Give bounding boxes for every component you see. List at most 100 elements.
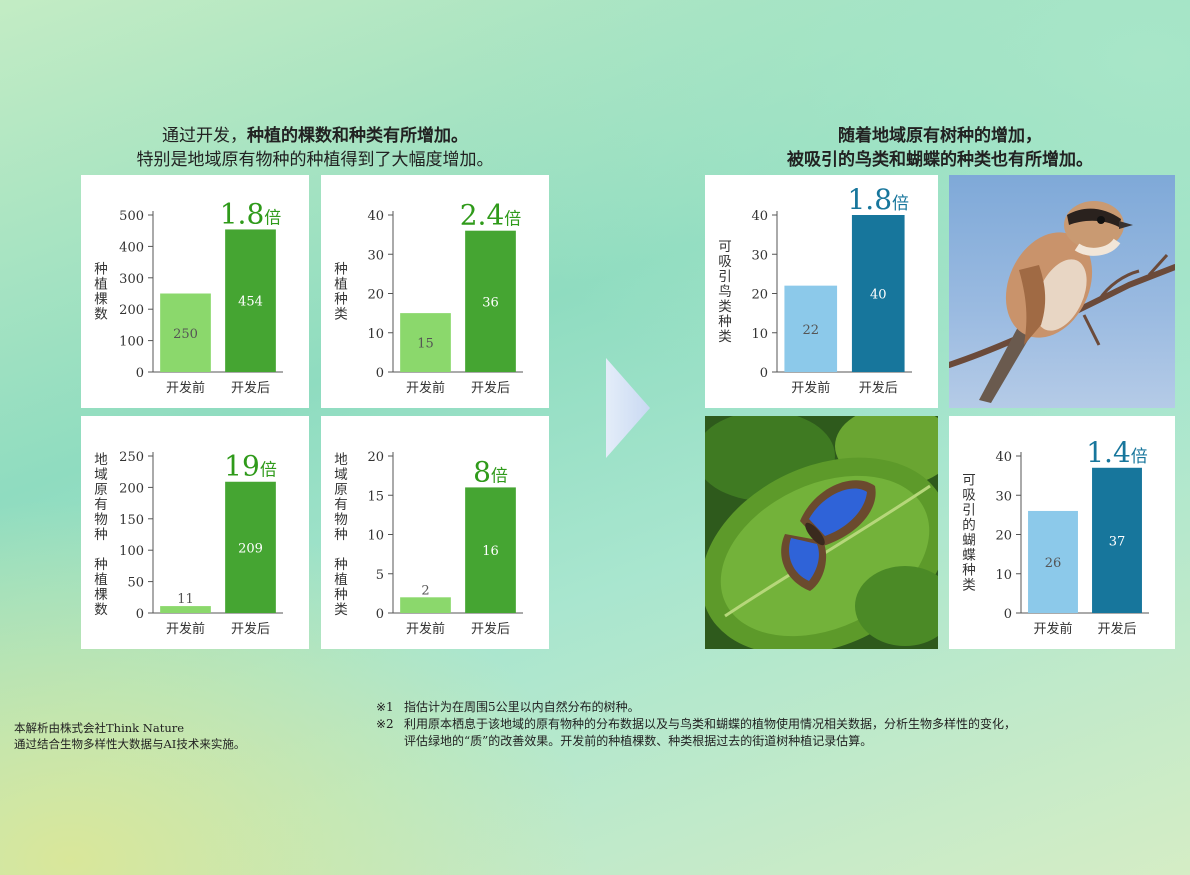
multiplier-label: 8倍 — [473, 455, 508, 488]
y-tick-label: 10 — [367, 529, 384, 544]
bar-value-label: 40 — [870, 288, 887, 303]
bar-before — [400, 597, 451, 613]
bar-after — [465, 230, 516, 372]
credit-text: 本解析由株式会社Think Nature 通过结合生物多样性大数据与AI技术来实… — [14, 720, 245, 752]
chart-planting-species: 0 10 20 30 40 种植种类 15 开发前 36 开发后 2.4倍 — [334, 199, 523, 396]
y-tick-label: 0 — [376, 607, 384, 622]
y-tick-label: 0 — [376, 366, 384, 381]
chart-panel-birds: 0 10 20 30 40 可吸引鸟类种类 22 开发前 40 开发后 1.8倍 — [705, 175, 938, 408]
y-axis-label: 地域原有物种 种植种类 — [334, 452, 348, 618]
left-heading-prefix: 通过开发， — [162, 126, 247, 146]
y-tick-label: 0 — [136, 607, 144, 622]
note-2: ※2 利用原本栖息于该地域的原有物种的分布数据以及与鸟类和蝴蝶的植物使用情况相关… — [376, 716, 1166, 750]
x-tick-label: 开发后 — [471, 621, 510, 637]
y-tick-label: 40 — [751, 209, 768, 224]
bar-before — [160, 293, 211, 372]
chart-panel-butterflies: 0 10 20 30 40 可吸引的蝴蝶种类 26 开发前 37 开发后 1.4倍 — [949, 416, 1175, 649]
x-tick-label: 开发前 — [1033, 621, 1072, 637]
y-tick-label: 20 — [995, 529, 1012, 544]
multiplier-label: 19倍 — [224, 450, 277, 483]
y-tick-label: 10 — [367, 327, 384, 342]
x-tick-label: 开发前 — [791, 380, 830, 396]
credit-line-2: 通过结合生物多样性大数据与AI技术来实施。 — [14, 737, 246, 751]
y-tick-label: 30 — [751, 248, 768, 263]
bar-after — [225, 229, 276, 372]
y-tick-label: 30 — [995, 489, 1012, 504]
bar-value-label: 11 — [177, 592, 194, 607]
bar-before — [784, 285, 838, 372]
arrow-right-icon — [606, 358, 650, 458]
shrike-illustration — [949, 201, 1175, 403]
x-tick-label: 开发后 — [1097, 621, 1136, 637]
y-axis-label: 地域原有物种 种植棵数 — [94, 452, 108, 618]
bar-value-label: 22 — [802, 323, 819, 338]
x-tick-label: 开发前 — [406, 621, 445, 637]
bar-value-label: 15 — [417, 337, 434, 352]
note-1: ※1 指估计为在周围5公里以内自然分布的树种。 — [376, 699, 1166, 716]
right-heading: 随着地域原有树种的增加， 被吸引的鸟类和蝴蝶的种类也有所增加。 — [705, 124, 1175, 172]
chart-native-count: 0 50 100 150 200 250 地域原有物种 种植棵数 11 开发前 209 开发后 19倍 — [94, 450, 283, 637]
bar-value-label: 250 — [173, 327, 198, 342]
bar-after — [851, 215, 905, 372]
y-tick-label: 20 — [751, 288, 768, 303]
y-tick-label: 20 — [367, 450, 384, 465]
x-tick-label: 开发前 — [406, 380, 445, 396]
y-axis-label: 种植棵数 — [94, 262, 108, 323]
note-1-mark: ※1 — [376, 700, 394, 714]
chart-panel-planting-species: 0 10 20 30 40 种植种类 15 开发前 36 开发后 2.4倍 — [321, 175, 549, 408]
butterfly-photo — [705, 416, 938, 649]
bar-value-label: 37 — [1109, 534, 1126, 549]
left-heading: 通过开发，种植的棵数和种类有所增加。 特别是地域原有物种的种植得到了大幅度增加。 — [80, 124, 550, 172]
chart-panel-native-species: 0 5 10 15 20 地域原有物种 种植种类 2 开发前 16 开发后 8倍 — [321, 416, 549, 649]
right-heading-line1: 随着地域原有树种的增加， — [838, 126, 1042, 146]
x-tick-label: 开发后 — [231, 621, 270, 637]
y-tick-label: 200 — [119, 481, 144, 496]
credit-line-1: 本解析由株式会社Think Nature — [14, 721, 185, 735]
y-tick-label: 0 — [136, 366, 144, 381]
notes: ※1 指估计为在周围5公里以内自然分布的树种。 ※2 利用原本栖息于该地域的原有… — [376, 699, 1166, 750]
bar-value-label: 2 — [421, 583, 429, 598]
bar-after — [225, 481, 276, 613]
left-heading-line2: 特别是地域原有物种的种植得到了大幅度增加。 — [136, 150, 494, 170]
y-tick-label: 0 — [1004, 607, 1012, 622]
y-tick-label: 5 — [376, 568, 384, 583]
y-tick-label: 40 — [995, 450, 1012, 465]
bar-before — [400, 313, 451, 372]
multiplier-label: 2.4倍 — [460, 199, 522, 232]
right-heading-line2: 被吸引的鸟类和蝴蝶的种类也有所增加。 — [787, 150, 1093, 170]
y-tick-label: 30 — [367, 248, 384, 263]
chart-birds: 0 10 20 30 40 可吸引鸟类种类 22 开发前 40 开发后 1.8倍 — [718, 183, 912, 396]
chart-planting-count: 0 100 200 300 400 500 种植棵数 250 开发前 454 开发后 1.8倍 — [94, 197, 283, 396]
y-axis-label: 种植种类 — [334, 262, 348, 323]
left-heading-bold: 种植的棵数和种类有所增加。 — [247, 126, 468, 146]
bar-before — [160, 606, 211, 613]
x-tick-label: 开发前 — [166, 380, 205, 396]
y-tick-label: 40 — [367, 209, 384, 224]
bar-before — [1028, 510, 1078, 613]
bar-value-label: 454 — [238, 295, 263, 310]
multiplier-label: 1.8倍 — [847, 183, 909, 216]
y-axis-label: 可吸引的蝴蝶种类 — [962, 473, 976, 594]
y-tick-label: 100 — [119, 544, 144, 559]
chart-panel-planting-count: 0 100 200 300 400 500 种植棵数 250 开发前 454 开发后 1.8倍 — [81, 175, 309, 408]
y-tick-label: 0 — [760, 366, 768, 381]
y-tick-label: 20 — [367, 288, 384, 303]
note-1-text: 指估计为在周围5公里以内自然分布的树种。 — [404, 700, 640, 714]
x-tick-label: 开发后 — [231, 380, 270, 396]
bar-after — [465, 487, 516, 613]
bar-value-label: 36 — [482, 295, 499, 310]
y-tick-label: 10 — [995, 568, 1012, 583]
chart-native-species: 0 5 10 15 20 地域原有物种 种植种类 2 开发前 16 开发后 8倍 — [334, 450, 523, 637]
y-tick-label: 15 — [367, 489, 384, 504]
chart-panel-native-count: 0 50 100 150 200 250 地域原有物种 种植棵数 11 开发前 209 开发后 19倍 — [81, 416, 309, 649]
y-tick-label: 200 — [119, 303, 144, 318]
x-tick-label: 开发后 — [471, 380, 510, 396]
y-tick-label: 10 — [751, 327, 768, 342]
y-tick-label: 50 — [127, 576, 144, 591]
y-tick-label: 250 — [119, 450, 144, 465]
note-2-line-2: 评估绿地的“质”的改善效果。开发前的种植棵数、种类根据过去的街道树种植记录估算。 — [404, 734, 873, 748]
bar-value-label: 16 — [482, 544, 499, 559]
note-2-line-1: 利用原本栖息于该地域的原有物种的分布数据以及与鸟类和蝴蝶的植物使用情况相关数据，… — [404, 717, 1017, 731]
y-tick-label: 400 — [119, 240, 144, 255]
y-tick-label: 500 — [119, 209, 144, 224]
